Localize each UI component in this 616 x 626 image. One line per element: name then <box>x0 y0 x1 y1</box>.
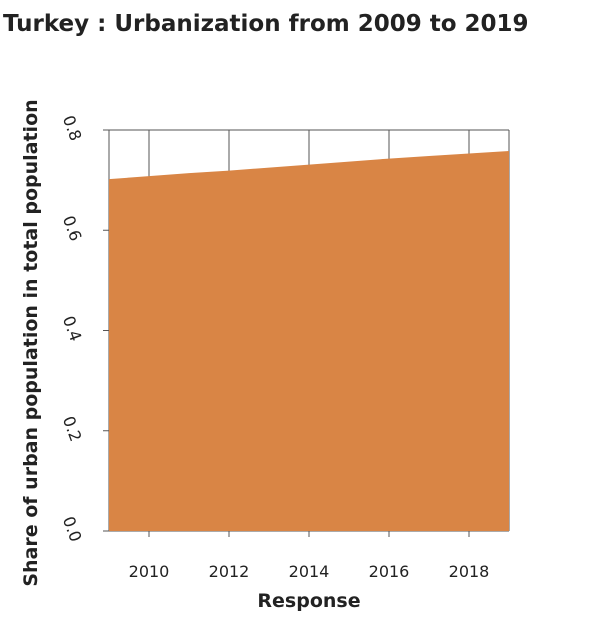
y-tick-label: 0.0 <box>59 514 86 544</box>
x-tick-label: 2014 <box>289 562 330 581</box>
urbanization-area <box>109 151 509 532</box>
y-axis-ticks: 0.0 0.2 0.4 0.6 0.8 <box>59 113 109 544</box>
y-tick-label: 0.4 <box>59 313 86 343</box>
x-axis-ticks: 2010 2012 2014 2016 2018 <box>129 531 490 581</box>
x-tick-label: 2012 <box>209 562 250 581</box>
x-tick-label: 2016 <box>369 562 410 581</box>
x-tick-label: 2010 <box>129 562 170 581</box>
y-tick-label: 0.6 <box>59 213 86 243</box>
y-tick-label: 0.8 <box>59 113 86 143</box>
y-tick-label: 0.2 <box>59 414 86 444</box>
y-axis-label: Share of urban population in total popul… <box>20 99 42 586</box>
plot-area: 2010 2012 2014 2016 2018 0.0 0.2 0.4 0.6 0.8 <box>59 113 510 581</box>
x-tick-label: 2018 <box>449 562 490 581</box>
x-axis-label: Response <box>257 590 360 612</box>
chart-title: Turkey : Urbanization from 2009 to 2019 <box>3 11 529 37</box>
